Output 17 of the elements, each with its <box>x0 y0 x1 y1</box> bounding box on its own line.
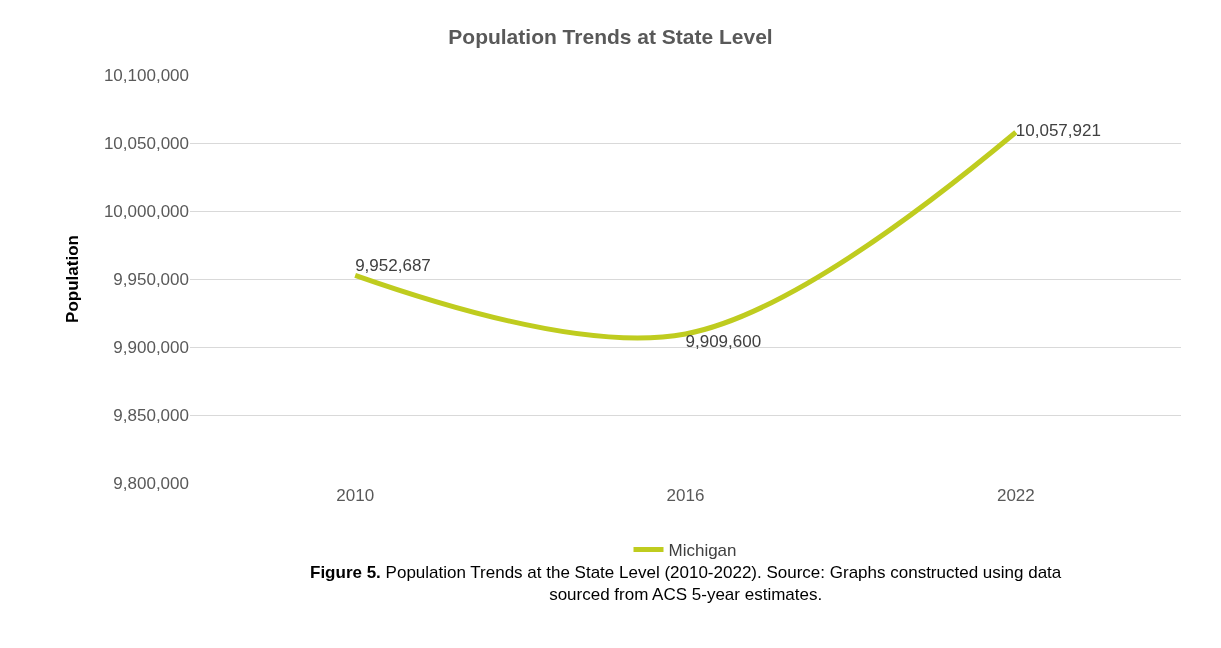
y-tick-label: 10,000,000 <box>103 201 189 221</box>
y-tick-label: 9,850,000 <box>113 405 189 425</box>
legend-label: Michigan <box>668 541 737 561</box>
y-axis-title: Population <box>63 235 83 323</box>
data-label: 9,909,600 <box>685 331 762 351</box>
y-tick-label: 9,950,000 <box>113 269 189 289</box>
data-label: 10,057,921 <box>1015 121 1101 141</box>
caption: Figure 5. Population Trends at the State Level (2010-2022). Source: Graphs constructed using data sourced from ACS 5-year estimates. <box>310 563 1062 605</box>
x-tick-label: 2022 <box>996 486 1035 505</box>
y-tick-label: 9,900,000 <box>113 337 189 357</box>
y-tick-label: 10,100,000 <box>103 65 189 85</box>
y-tick-label: 9,800,000 <box>113 473 189 493</box>
x-tick-label: 2016 <box>666 486 705 505</box>
chart-title: Population Trends at State Level <box>448 24 773 48</box>
x-tick-label: 2010 <box>336 486 375 505</box>
y-tick-label: 10,050,000 <box>103 133 189 153</box>
data-label: 9,952,687 <box>355 256 431 276</box>
